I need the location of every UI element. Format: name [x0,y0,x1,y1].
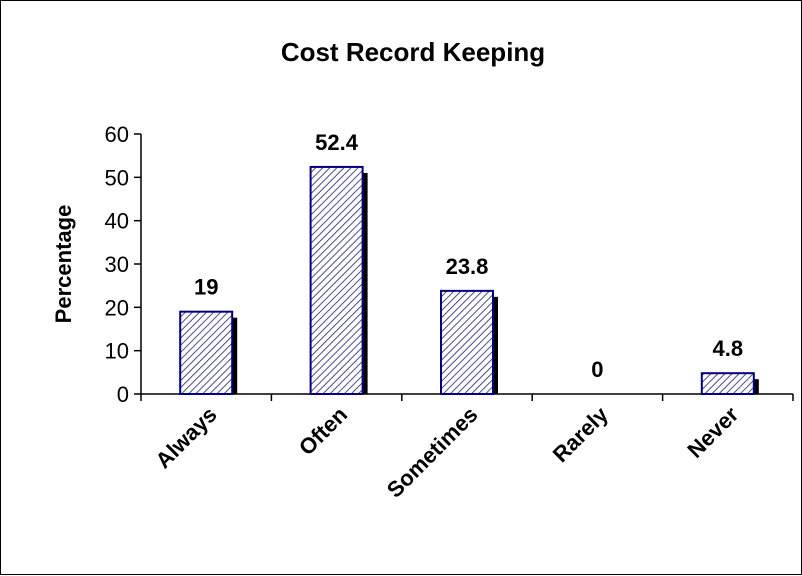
category-label: Never [682,402,743,463]
bar [700,372,755,396]
y-tick-label: 10 [105,339,129,364]
chart-title: Cost Record Keeping [281,37,545,67]
data-label: 23.8 [446,254,489,279]
bar [309,165,364,395]
bar-shadow [232,317,238,394]
data-label: 52.4 [315,130,359,155]
data-label: 4.8 [713,336,744,361]
y-tick-label: 0 [117,382,129,407]
y-tick-label: 60 [105,122,129,147]
plot-area: 0 10 20 30 40 50 60 19 Always 52.4 Often 23.8 Someti… [105,122,794,503]
bar-shadow [362,172,368,394]
category-label: Always [150,402,221,473]
category-label: Often [294,402,352,460]
y-tick-label: 50 [105,165,129,190]
bar [179,310,234,395]
data-label: 0 [591,357,603,382]
y-tick-label: 20 [105,295,129,320]
data-label: 19 [194,275,218,300]
bar-shadow [753,379,759,394]
y-tick-label: 40 [105,209,129,234]
category-label: Sometimes [382,402,483,503]
y-tick-label: 30 [105,252,129,277]
bar-shadow [493,296,498,394]
y-axis-label: Percentage [51,205,76,324]
bar [440,289,494,395]
category-label: Rarely [548,401,614,467]
